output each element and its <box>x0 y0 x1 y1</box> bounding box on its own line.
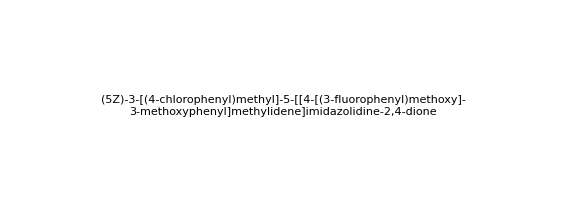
Text: (5Z)-3-[(4-chlorophenyl)methyl]-5-[[4-[(3-fluorophenyl)methoxy]-
3-methoxyphenyl: (5Z)-3-[(4-chlorophenyl)methyl]-5-[[4-[(… <box>101 95 465 117</box>
